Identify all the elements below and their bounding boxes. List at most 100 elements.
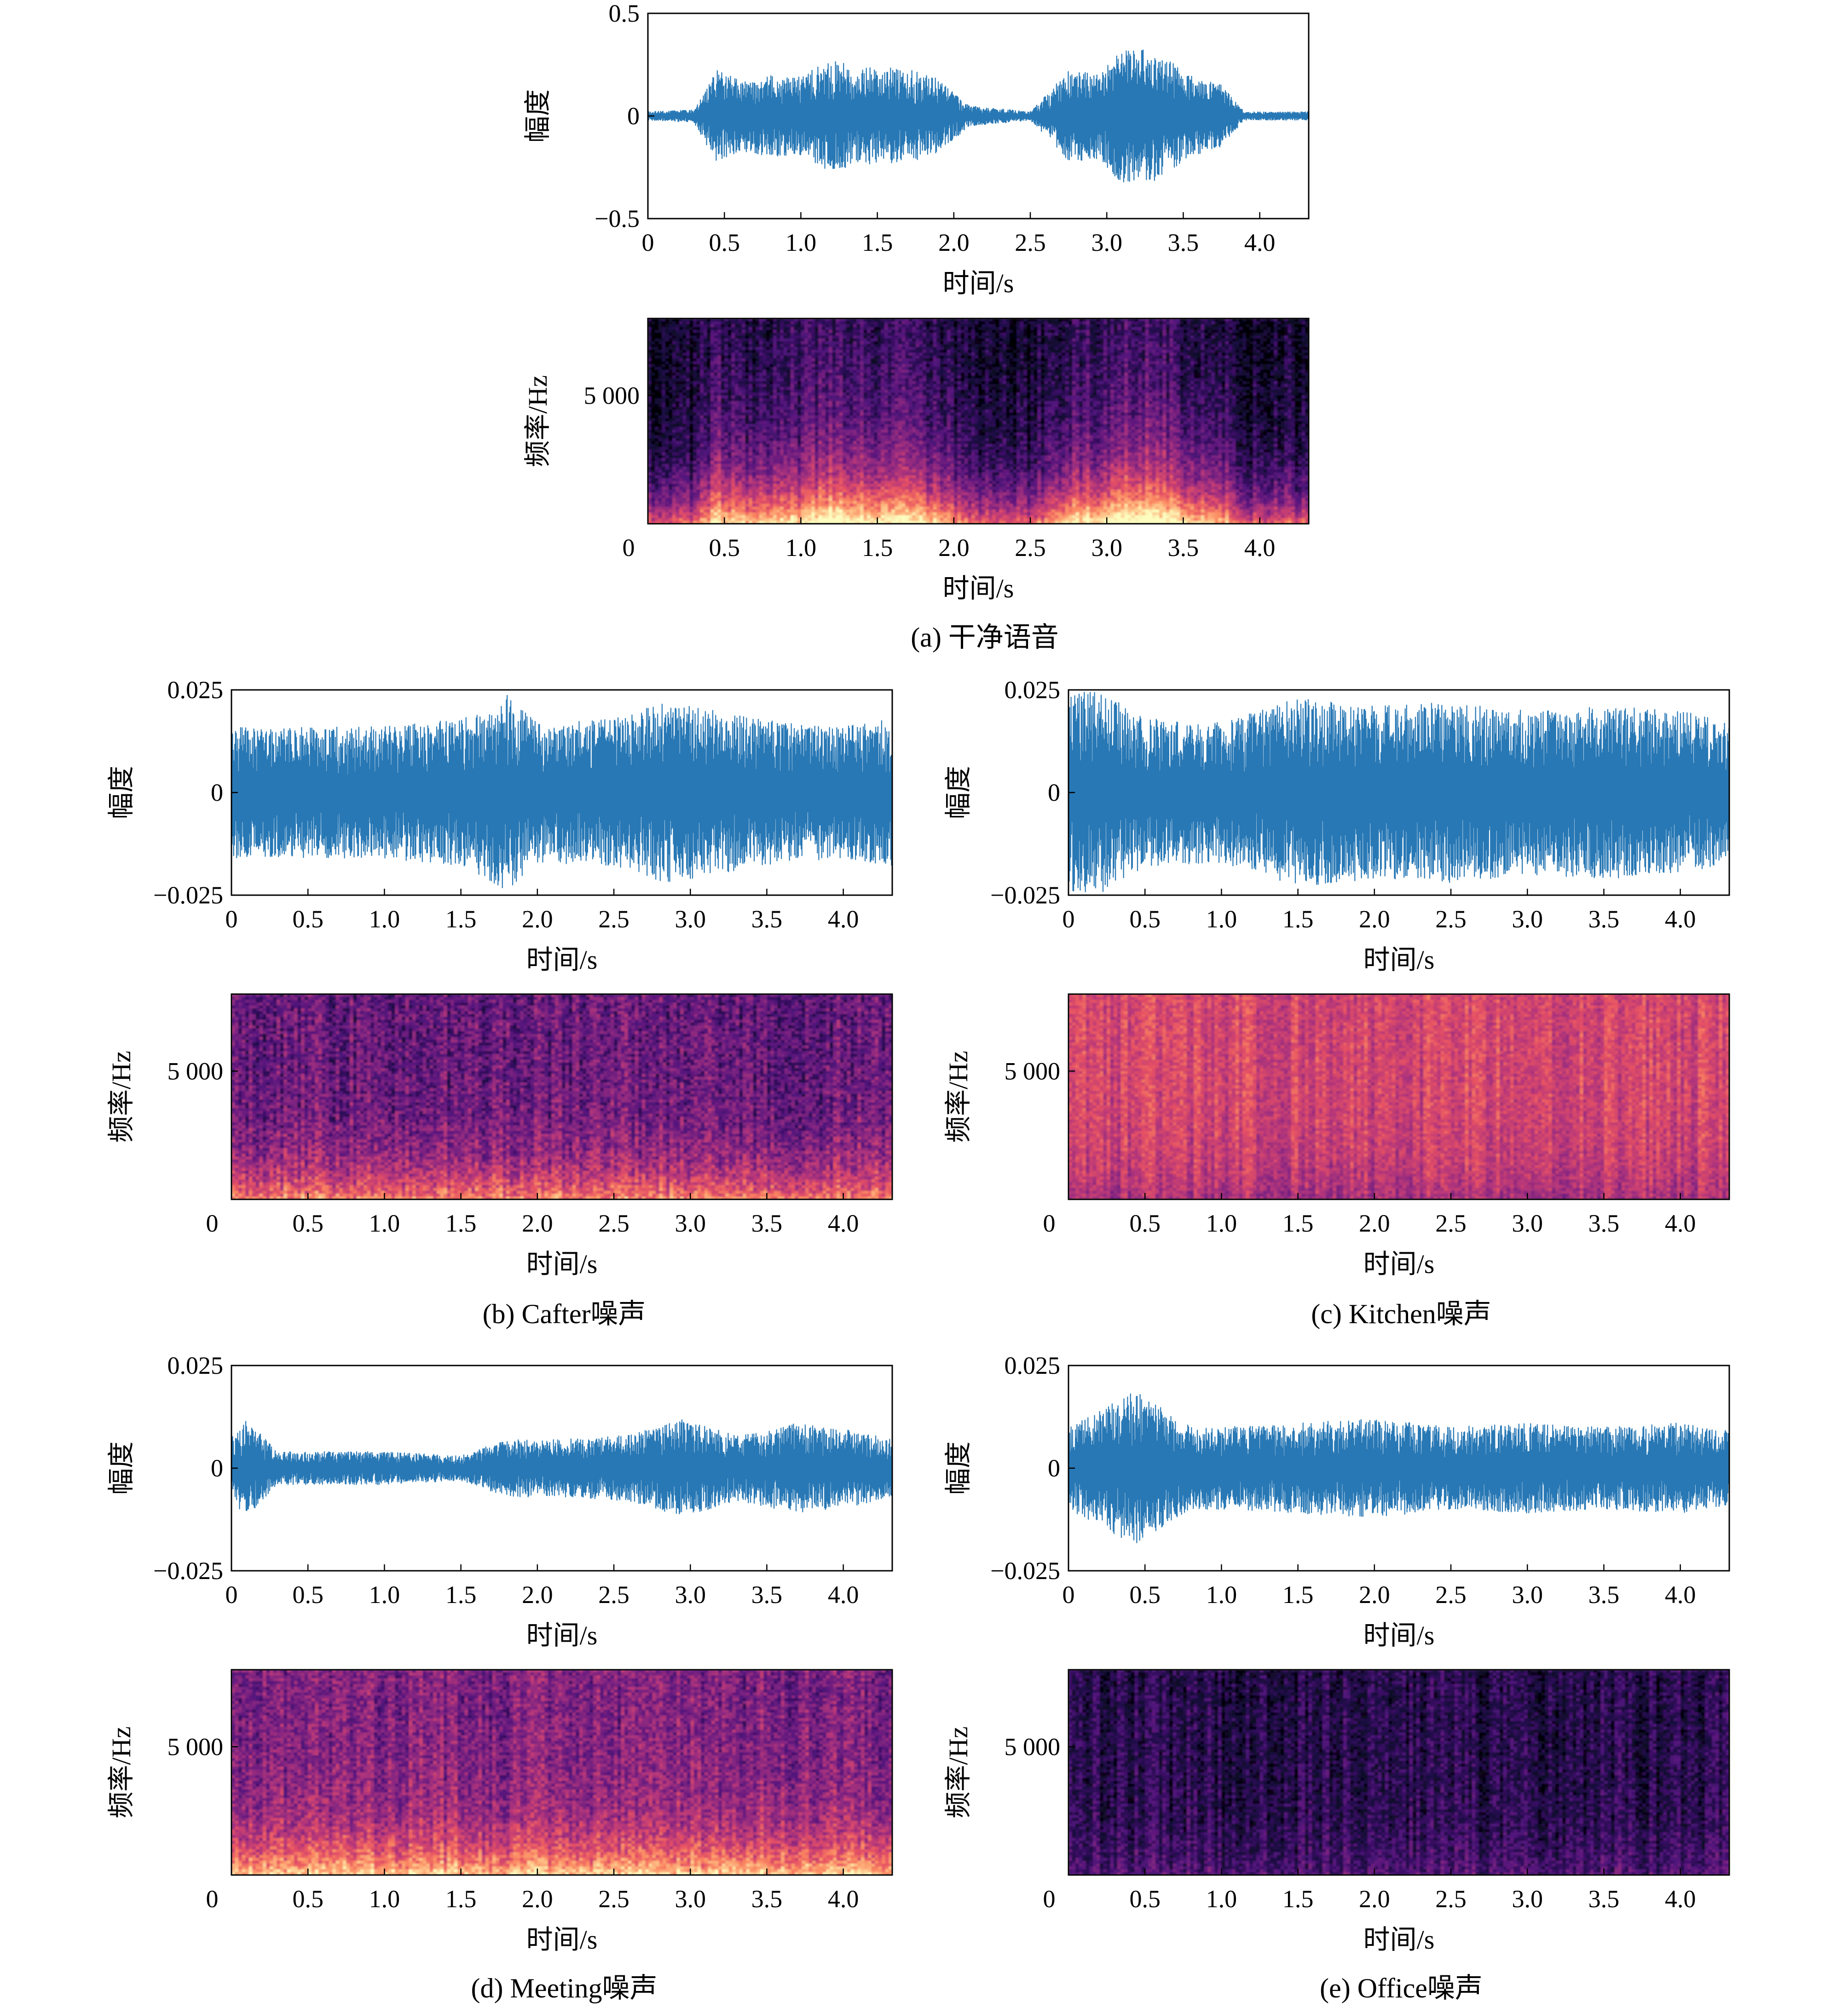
spectrogram-xtick-label-1-5: 2.5 — [598, 1209, 629, 1237]
waveform-ytick-label-4-0: 0.025 — [1005, 1352, 1061, 1379]
spectrogram-xtick-label-1-4: 2.0 — [522, 1209, 553, 1237]
spectrogram-xlabel-1: 时间/s — [526, 1249, 598, 1279]
spectrogram-heatmap-3 — [231, 1670, 893, 1875]
waveform-xtick-label-4-4: 2.0 — [1359, 1581, 1390, 1609]
waveform-xtick-label-4-0: 0 — [1063, 1581, 1075, 1609]
waveform-xtick-label-1-1: 0.5 — [292, 905, 323, 933]
spectrogram-xtick-label-1-2: 1.0 — [369, 1209, 400, 1237]
spectrogram-xtick-label-4-7: 3.5 — [1588, 1885, 1620, 1913]
waveform-xtick-label-0-5: 2.5 — [1015, 229, 1046, 256]
spectrogram-xtick-label-2-3: 1.5 — [1282, 1209, 1314, 1237]
waveform-line-0 — [648, 50, 1309, 182]
spectrogram-xtick-label-3-7: 3.5 — [751, 1885, 783, 1913]
spectrogram-xtick-label-3-6: 3.0 — [675, 1885, 706, 1913]
waveform-xtick-label-2-2: 1.0 — [1206, 905, 1237, 933]
caption-e: (e) Office噪声 — [1320, 1973, 1483, 2003]
waveform-xtick-label-2-5: 2.5 — [1435, 905, 1467, 933]
waveform-ylabel-0: 幅度 — [523, 89, 553, 143]
waveform-xtick-label-4-7: 3.5 — [1588, 1581, 1620, 1609]
spectrogram-xtick-label-0-6: 3.0 — [1091, 534, 1122, 561]
spectrogram-ytick-label-3: 5 000 — [167, 1733, 224, 1760]
waveform-xtick-label-1-0: 0 — [225, 905, 238, 933]
waveform-xtick-label-0-6: 3.0 — [1091, 229, 1122, 256]
waveform-ytick-label-2-2: −0.025 — [990, 881, 1060, 909]
spectrogram-xtick-label-0-1: 0.5 — [709, 534, 740, 561]
waveform-xtick-label-1-8: 4.0 — [828, 905, 859, 933]
waveform-xtick-label-0-7: 3.5 — [1168, 229, 1199, 256]
spectrogram-xtick-label-3-5: 2.5 — [598, 1885, 629, 1913]
spectrogram-xtick-label-2-8: 4.0 — [1665, 1209, 1696, 1237]
waveform-ytick-label-3-0: 0.025 — [167, 1352, 224, 1379]
waveform-xtick-label-1-3: 1.5 — [445, 905, 477, 933]
spectrogram-xtick-label-4-4: 2.0 — [1359, 1885, 1390, 1913]
waveform-xtick-label-3-8: 4.0 — [828, 1581, 859, 1609]
waveform-xlabel-0: 时间/s — [943, 268, 1014, 298]
spectrogram-xtick-label-1-3: 1.5 — [445, 1209, 477, 1237]
spectrogram-xtick-label-4-3: 1.5 — [1282, 1885, 1314, 1913]
waveform-plot-1: 0 0.5 1.0 1.5 2.0 2.5 3.0 3.5 4.00.0250−0.025时间/… — [106, 676, 892, 975]
spectrogram-xtick-label-2-4: 2.0 — [1359, 1209, 1390, 1237]
waveform-xtick-label-3-2: 1.0 — [369, 1581, 400, 1609]
waveform-xtick-label-4-3: 1.5 — [1282, 1581, 1314, 1609]
waveform-xtick-label-3-1: 0.5 — [292, 1581, 323, 1609]
waveform-xtick-label-0-0: 0 — [642, 229, 654, 256]
waveform-ytick-label-0-2: −0.5 — [595, 205, 640, 232]
waveform-ytick-label-4-2: −0.025 — [990, 1557, 1060, 1585]
waveform-ytick-label-1-2: −0.025 — [153, 881, 223, 909]
waveform-xtick-label-1-2: 1.0 — [369, 905, 400, 933]
spectrogram-xtick-label-1-7: 3.5 — [751, 1209, 783, 1237]
waveform-line-1 — [231, 695, 892, 888]
waveform-xtick-label-0-3: 1.5 — [862, 229, 893, 256]
spectrogram-xtick-label-4-5: 2.5 — [1435, 1885, 1467, 1913]
spectrogram-heatmap-4 — [1068, 1670, 1730, 1875]
waveform-ytick-label-2-1: 0 — [1048, 779, 1060, 806]
waveform-ylabel-4: 幅度 — [943, 1441, 973, 1495]
waveform-line-4 — [1068, 1394, 1729, 1543]
waveform-xtick-label-4-6: 3.0 — [1512, 1581, 1543, 1609]
spectrogram-xtick-label-4-1: 0.5 — [1129, 1885, 1161, 1913]
waveform-xtick-label-1-4: 2.0 — [522, 905, 553, 933]
spectrogram-xtick-label-4-6: 3.0 — [1512, 1885, 1543, 1913]
waveform-xtick-label-3-0: 0 — [225, 1581, 238, 1609]
spectrogram-xtick-label-2-2: 1.0 — [1206, 1209, 1237, 1237]
spectrogram-xtick-label-0-8: 4.0 — [1244, 534, 1276, 561]
waveform-xlabel-3: 时间/s — [526, 1620, 598, 1650]
waveform-xtick-label-1-7: 3.5 — [751, 905, 783, 933]
waveform-xtick-label-2-7: 3.5 — [1588, 905, 1620, 933]
spectrogram-xtick-label-0-5: 2.5 — [1015, 534, 1046, 561]
waveform-xtick-label-3-7: 3.5 — [751, 1581, 783, 1609]
waveform-xtick-label-0-4: 2.0 — [938, 229, 970, 256]
waveform-xlabel-2: 时间/s — [1363, 945, 1435, 975]
waveform-plot-3: 0 0.5 1.0 1.5 2.0 2.5 3.0 3.5 4.00.0250−0.025时间/… — [106, 1352, 892, 1650]
spectrogram-xtick-label-1-8: 4.0 — [828, 1209, 859, 1237]
waveform-xtick-label-0-2: 1.0 — [785, 229, 817, 256]
spectrogram-xtick-label-3-0: 0 — [206, 1885, 219, 1913]
spectrogram-xlabel-4: 时间/s — [1363, 1925, 1435, 1955]
spectrogram-xtick-label-4-2: 1.0 — [1206, 1885, 1237, 1913]
waveform-xtick-label-2-1: 0.5 — [1129, 905, 1161, 933]
spectrogram-ytick-label-0: 5 000 — [584, 382, 640, 409]
spectrogram-xtick-label-4-8: 4.0 — [1665, 1885, 1696, 1913]
waveform-ytick-label-2-0: 0.025 — [1005, 676, 1061, 704]
waveform-xtick-label-4-2: 1.0 — [1206, 1581, 1237, 1609]
waveform-plot-2: 0 0.5 1.0 1.5 2.0 2.5 3.0 3.5 4.00.0250−0.025时间/… — [943, 676, 1729, 975]
waveform-xtick-label-2-4: 2.0 — [1359, 905, 1390, 933]
caption-b: (b) Cafter噪声 — [483, 1299, 646, 1329]
spectrogram-xlabel-0: 时间/s — [943, 573, 1014, 603]
spectrogram-xtick-label-3-2: 1.0 — [369, 1885, 400, 1913]
spectrogram-xlabel-2: 时间/s — [1363, 1249, 1435, 1279]
spectrogram-xlabel-3: 时间/s — [526, 1925, 598, 1955]
spectrogram-xtick-label-0-3: 1.5 — [862, 534, 893, 561]
spectrogram-xtick-label-2-1: 0.5 — [1129, 1209, 1161, 1237]
waveform-ytick-label-4-1: 0 — [1048, 1454, 1060, 1482]
waveform-plot-0: 0 0.5 1.0 1.5 2.0 2.5 3.0 3.5 4.00.50−0.5时间/s幅度 — [523, 0, 1309, 298]
caption-a: (a) 干净语音 — [911, 622, 1059, 653]
spectrogram-ytick-label-1: 5 000 — [167, 1057, 224, 1085]
spectrogram-xtick-label-2-7: 3.5 — [1588, 1209, 1620, 1237]
waveform-xtick-label-1-5: 2.5 — [598, 905, 629, 933]
waveform-xtick-label-0-1: 0.5 — [709, 229, 740, 256]
